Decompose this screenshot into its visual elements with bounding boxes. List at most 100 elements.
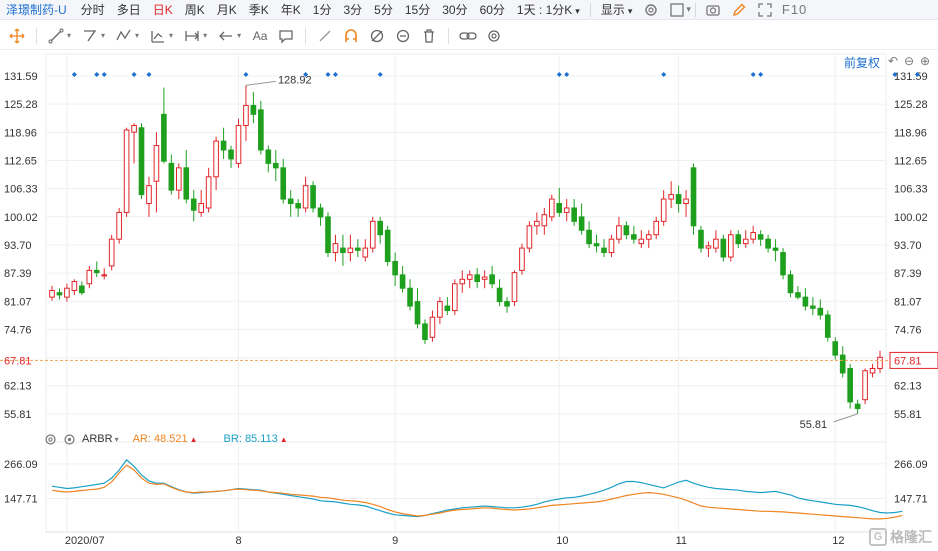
tab-period-9[interactable]: 5分 <box>374 3 393 17</box>
tab-period-12[interactable]: 60分 <box>479 3 505 17</box>
candle-body <box>422 323 428 340</box>
candle-body <box>384 229 391 262</box>
link-icon[interactable] <box>459 27 477 45</box>
camera-icon[interactable] <box>705 2 721 18</box>
indicator-name[interactable]: ARBR <box>82 433 113 445</box>
eraser-icon[interactable] <box>316 27 334 45</box>
chevron-down-icon[interactable]: ▾ <box>237 31 242 40</box>
candle-body <box>392 260 398 276</box>
candle-body <box>810 305 816 309</box>
gear-icon[interactable] <box>44 433 57 446</box>
kline-chart[interactable]: 131.59 131.59 125.28 125.28 118.96 118.96 112.… <box>0 52 938 551</box>
display-button[interactable]: 显示 ▾ <box>595 1 639 18</box>
event-marker <box>914 72 920 77</box>
event-marker <box>131 72 137 77</box>
candle-body <box>287 198 294 205</box>
candle-body <box>451 283 458 312</box>
crosshair-move-icon[interactable] <box>8 27 26 45</box>
candle-body <box>258 109 264 151</box>
y-tick-right: 74.76 <box>894 324 922 336</box>
settings-icon[interactable] <box>63 433 76 446</box>
candle-body <box>272 162 279 169</box>
candle-body <box>750 231 757 240</box>
y-tick-left: 112.65 <box>4 155 37 167</box>
chevron-down-icon[interactable]: ▾ <box>114 434 119 444</box>
tab-period-8[interactable]: 3分 <box>343 3 363 17</box>
candle-body <box>362 247 369 258</box>
fullscreen-icon[interactable] <box>757 2 773 18</box>
stock-name[interactable]: 泽璟制药-U <box>6 3 67 17</box>
settings-icon[interactable] <box>485 27 503 45</box>
candle-body <box>511 272 518 303</box>
candle-body <box>64 287 70 298</box>
candle-body <box>146 185 152 205</box>
tab-period-11[interactable]: 30分 <box>442 3 468 17</box>
tab-period-10[interactable]: 15分 <box>404 3 431 17</box>
event-marker <box>243 72 249 77</box>
x-tick-label: 11 <box>676 535 687 547</box>
candle-body <box>437 301 443 318</box>
logo-icon: G <box>869 528 887 546</box>
undo-icon[interactable]: ↶ <box>888 54 899 68</box>
tab-period-7[interactable]: 1分 <box>312 3 332 17</box>
range-tool-icon[interactable] <box>183 27 201 45</box>
tab-period-6[interactable]: 年K <box>280 3 301 17</box>
candle-body <box>265 149 272 164</box>
drawing-toolbar: ▾ ▾ ▾ ▾ ▾ ▾ Aa <box>0 22 938 50</box>
candle-body <box>355 247 361 251</box>
pencil-icon[interactable] <box>731 2 747 18</box>
lock-drawings-icon[interactable] <box>394 27 412 45</box>
candle-body <box>481 276 488 280</box>
tab-period-1[interactable]: 多日 <box>116 3 141 17</box>
comment-tool-icon[interactable] <box>277 27 295 45</box>
y-tick-right: 131.59 <box>894 71 928 83</box>
y-tick-right: 106.33 <box>894 184 928 196</box>
y-tick-left: 125.28 <box>4 99 38 111</box>
tab-period-4[interactable]: 月K <box>216 3 237 17</box>
gear-icon[interactable] <box>643 2 659 18</box>
y-tick-right: 62.13 <box>894 381 922 393</box>
polyline-tool-icon[interactable] <box>81 27 99 45</box>
chevron-down-icon[interactable]: ▾ <box>203 31 208 40</box>
tab-period-2[interactable]: 日K <box>152 3 173 17</box>
fib-tool-icon[interactable] <box>149 27 167 45</box>
text-tool-icon[interactable]: Aa <box>252 28 268 43</box>
candle-body <box>683 198 689 205</box>
chevron-down-icon[interactable]: ▾ <box>686 4 691 14</box>
period-dropdown[interactable]: 1天 : 1分K ▾ <box>511 1 586 18</box>
zoom-in-icon[interactable]: ⊕ <box>920 54 931 68</box>
candle-body <box>601 247 607 254</box>
candle-body <box>161 113 167 162</box>
candle-body <box>228 149 234 160</box>
ar-value: AR: 48.521 <box>132 433 188 445</box>
tab-period-0[interactable]: 分时 <box>80 3 105 17</box>
min-price-label: 55.81 <box>800 419 828 431</box>
arrow-tool-icon[interactable] <box>217 27 235 45</box>
trash-icon[interactable] <box>420 27 438 45</box>
min-leader <box>833 413 858 423</box>
hide-drawings-icon[interactable] <box>368 27 386 45</box>
x-tick-label: 8 <box>235 535 241 547</box>
chevron-down-icon[interactable]: ▾ <box>67 31 72 40</box>
chevron-down-icon[interactable]: ▾ <box>101 31 106 40</box>
candle-body <box>235 124 242 164</box>
square-toggle-icon[interactable] <box>669 2 685 18</box>
adjustment-label[interactable]: 前复权 <box>843 56 880 70</box>
magnet-icon[interactable] <box>342 27 360 45</box>
wave-tool-icon[interactable] <box>115 27 133 45</box>
f10-button[interactable]: F10 <box>781 2 808 17</box>
tab-period-3[interactable]: 周K <box>184 3 205 17</box>
candle-body <box>489 274 495 285</box>
tab-period-5[interactable]: 季K <box>248 3 269 17</box>
candle-body <box>93 269 100 274</box>
y-tick-right: 93.70 <box>894 240 922 252</box>
chevron-down-icon[interactable]: ▾ <box>169 31 174 40</box>
candle-body <box>795 292 801 298</box>
x-tick-label: 12 <box>832 535 844 547</box>
candle-body <box>79 285 85 294</box>
chevron-down-icon[interactable]: ▾ <box>135 31 140 40</box>
line-tool-icon[interactable] <box>47 27 65 45</box>
zoom-out-icon[interactable]: ⊖ <box>904 54 915 68</box>
candle-body <box>295 203 301 209</box>
display-label: 显示 <box>600 3 625 17</box>
